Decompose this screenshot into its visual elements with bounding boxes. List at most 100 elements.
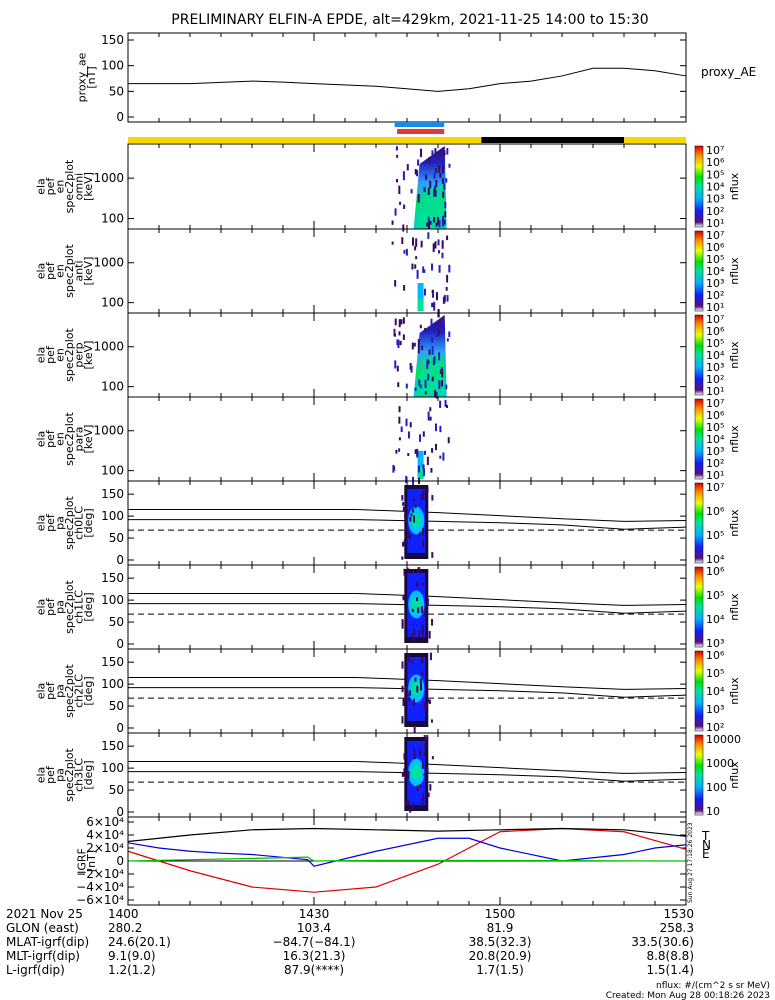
spectrogram-pixel <box>392 465 395 473</box>
units-note: nflux: #/(cm^2 s sr MeV) <box>656 981 770 991</box>
spectrogram-pixel <box>437 250 440 254</box>
colorbar-tick-label: 10⁶ <box>706 505 725 518</box>
pa-pixel <box>431 552 434 558</box>
pa-pixel <box>403 569 406 576</box>
colorbar-tick-label: 10⁷ <box>706 397 724 410</box>
spectrogram-pixel <box>391 220 394 225</box>
spectrogram-pixel <box>431 376 434 382</box>
footer-row-value: 87.9(****) <box>284 963 344 977</box>
y-tick-label: 0 <box>116 721 124 735</box>
footer-row-label: MLT-igrf(dip) <box>6 949 80 963</box>
colorbar-gradient <box>694 650 704 732</box>
colorbar-tick-label: 10⁷ <box>706 481 724 494</box>
y-axis-label-line: spec2plot <box>63 328 76 382</box>
colorbar-unit-label: nflux <box>728 509 741 537</box>
spectrogram-pixel <box>419 324 422 329</box>
spectrogram-pixel <box>447 437 450 444</box>
spectrogram-pixel <box>441 369 444 378</box>
footer-row-label: MLAT-igrf(dip) <box>6 935 89 949</box>
spectrogram-pixel <box>431 302 434 308</box>
spectrogram-pixel <box>403 250 406 254</box>
spectrogram-pixel <box>424 379 427 389</box>
spectrogram-pixel <box>395 178 398 183</box>
spectrogram-pixel <box>414 449 417 454</box>
pa-pixel <box>407 770 410 779</box>
footer-row-label: 2021 Nov 25 <box>6 907 83 921</box>
spectrogram-pixel <box>438 380 441 389</box>
igrf-legend-N: N <box>702 838 711 852</box>
spectrogram-pixel <box>442 452 445 461</box>
spectrogram-pixel <box>430 468 433 473</box>
y-axis-label-line: pa <box>53 600 66 614</box>
colorbar-gradient <box>694 314 704 396</box>
colorbar-unit-label: nflux <box>728 761 741 789</box>
pa-pixel <box>426 767 429 773</box>
spectrogram-pixel <box>415 256 418 260</box>
spectrogram-pixel <box>446 235 449 241</box>
y-axis-label-line: ch0LC <box>72 506 85 540</box>
igrf-legend-T: T <box>701 829 710 843</box>
spectrogram-pixel <box>397 339 400 349</box>
colorbar-tick-label: 10⁶ <box>706 241 725 254</box>
colorbar-tick-label: 10⁷ <box>706 144 724 157</box>
spectrogram-pixel <box>443 183 446 190</box>
spectrogram-pixel <box>435 329 438 337</box>
spectrogram-pixel <box>410 365 413 373</box>
y-axis-label-line: en <box>53 180 66 194</box>
y-axis-label-line: perp <box>72 342 85 367</box>
panel-frame <box>127 396 687 482</box>
colorbar-gradient <box>694 398 704 480</box>
panel-5: elapefpaspec2plotch0LC[deg]15010050010⁷1… <box>34 480 741 567</box>
colorbar-gradient <box>694 230 704 312</box>
proxy-ae-line <box>128 67 687 92</box>
footer-row-value: 1.5(1.4) <box>646 963 694 977</box>
pa-pixel <box>422 793 425 801</box>
spectrogram-pixel <box>394 360 397 369</box>
spectrogram-pixel <box>403 284 406 291</box>
y-axis-label-line: spec2plot <box>63 159 76 213</box>
spectrogram-pixel <box>443 219 446 225</box>
colorbar-tick-label: 10² <box>706 289 724 302</box>
colorbar-tick-label: 10000 <box>706 733 741 746</box>
pa-pixel <box>418 567 421 573</box>
pa-pixel <box>423 773 426 777</box>
spectrogram-pixel <box>416 269 419 279</box>
colorbar-tick-label: 10 <box>706 805 720 818</box>
y-tick-label: −6×10⁴ <box>76 893 124 907</box>
spectrogram-pixel <box>417 159 420 166</box>
y-tick-label: 50 <box>109 84 124 98</box>
spectrogram-pixel <box>446 148 449 155</box>
spectrogram-pixel <box>421 345 424 351</box>
colorbar-tick-label: 10⁵ <box>706 421 724 434</box>
pa-pixel <box>421 799 424 807</box>
spectrogram-pixel <box>446 274 449 283</box>
y-axis-label-line: pef <box>44 765 57 784</box>
y-axis-label-line: [keV] <box>82 425 95 454</box>
y-axis-label-line: anti <box>72 260 85 281</box>
colorbar-tick-label: 10⁵ <box>706 589 724 602</box>
spectrogram-pixel <box>429 180 432 189</box>
footer-row-value: 8.8(8.8) <box>646 949 694 963</box>
panel-7: elapefpaspec2plotch2LC[deg]15010050010⁶1… <box>34 648 741 735</box>
spectrogram-pixel <box>425 174 428 180</box>
footer-row-value: 1.7(1.5) <box>476 963 524 977</box>
pa-pixel <box>401 495 404 501</box>
spectrogram-pixel <box>434 443 437 451</box>
pa-pixel <box>431 756 434 760</box>
y-tick-label: 50 <box>109 783 124 797</box>
spectrogram-pixel <box>435 168 438 173</box>
footer-row-value: 81.9 <box>487 921 514 935</box>
created-note: Created: Mon Aug 28 00:18:26 2023 <box>606 991 770 1000</box>
spectrogram-pixel <box>402 171 405 181</box>
spectrogram-pixel <box>428 156 431 164</box>
y-tick-label: 100 <box>101 761 124 775</box>
pa-pixel <box>427 792 430 798</box>
colorbar-tick-label: 10⁵ <box>706 337 724 350</box>
pitch-angle-burst <box>401 652 433 734</box>
spectrogram-pixel <box>399 201 402 205</box>
y-axis-label-line: [nT] <box>85 66 98 88</box>
spectrogram-pixel <box>414 387 417 391</box>
spectrogram-pixel <box>414 168 417 175</box>
